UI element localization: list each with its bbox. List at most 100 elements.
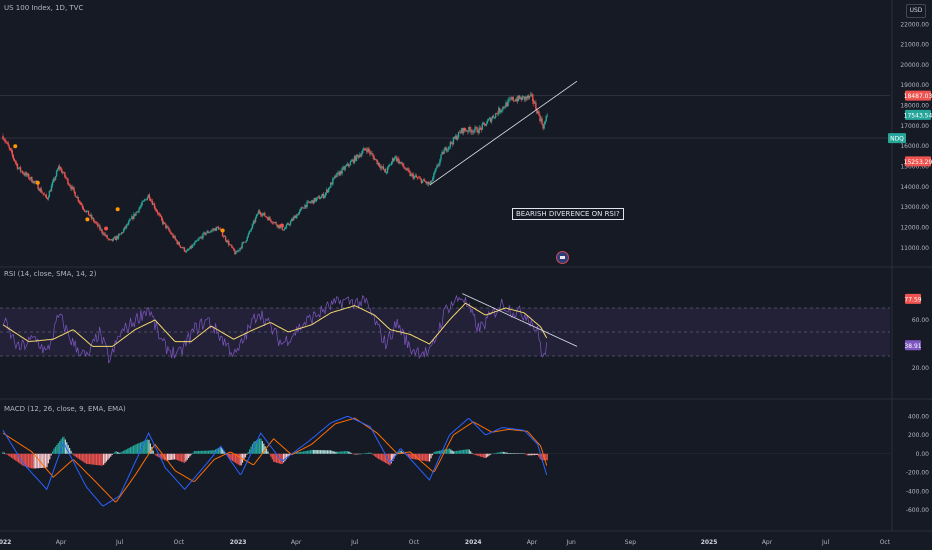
candle-body (474, 127, 476, 131)
candle-body (177, 242, 179, 244)
macd-histogram-bar (474, 453, 476, 455)
candle-body (106, 235, 108, 239)
candle-body (83, 209, 86, 211)
candle-body (317, 196, 320, 198)
macd-histogram-bar (359, 453, 361, 455)
candle-body (49, 191, 52, 192)
candle-body (489, 117, 492, 122)
macd-histogram-bar (273, 453, 275, 462)
macd-histogram-bar (304, 451, 306, 454)
candle-body (363, 148, 365, 151)
annotation-bearish-divergence[interactable]: BEARISH DIVERENCE ON RSI? (512, 208, 624, 220)
candle-body (219, 228, 222, 230)
candle-body (38, 189, 40, 191)
macd-histogram-bar (523, 453, 526, 455)
macd-histogram-bar (105, 453, 108, 462)
candle-body (535, 102, 537, 110)
candle-body (514, 100, 516, 102)
macd-histogram-bar (16, 453, 18, 462)
currency-button[interactable]: USD (906, 4, 926, 18)
macd-histogram-bar (88, 453, 91, 465)
candle-body (273, 222, 275, 224)
macd-histogram-bar (87, 453, 89, 465)
candle-body (165, 223, 167, 228)
macd-histogram-bar (360, 453, 363, 455)
candle-body (118, 234, 121, 236)
macd-histogram-bar (468, 449, 470, 454)
macd-histogram-bar (17, 453, 20, 463)
macd-histogram-bar (258, 438, 261, 454)
candle-body (526, 95, 529, 99)
candle-body (540, 118, 542, 121)
macd-histogram-bar (365, 453, 367, 454)
candle-body (30, 177, 32, 180)
macd-histogram-bar (247, 452, 249, 454)
price-axis-tick: 18000.00 (900, 103, 929, 110)
time-axis-label: 2023 (230, 539, 247, 546)
candle-body (119, 233, 122, 235)
candle-body (525, 96, 528, 99)
macd-histogram-bar (56, 444, 58, 454)
candle-body (387, 165, 390, 168)
macd-histogram-bar (349, 452, 351, 454)
macd-histogram-bar (214, 449, 217, 454)
macd-histogram-bar (81, 453, 83, 462)
candle-body (491, 116, 494, 119)
macd-histogram-bar (149, 443, 151, 454)
candle-body (254, 217, 257, 223)
candle-body (335, 175, 337, 177)
rsi-pane-title[interactable]: RSI (14, close, SMA, 14, 2) (4, 270, 97, 278)
macd-histogram-bar (71, 453, 74, 455)
us-flag-event-icon[interactable] (556, 251, 569, 264)
macd-histogram-bar (342, 451, 344, 454)
candle-body (183, 247, 186, 252)
candle-body (96, 222, 98, 224)
candle-body (283, 228, 286, 231)
macd-histogram-bar (302, 451, 305, 454)
macd-histogram-bar (420, 453, 422, 461)
candle-body (486, 120, 489, 124)
macd-histogram-bar (53, 448, 55, 454)
candle-body (185, 250, 188, 252)
time-axis-label: Oct (880, 539, 891, 546)
candle-body (258, 210, 261, 213)
macd-histogram-bar (29, 453, 31, 468)
candle-body (186, 249, 189, 251)
candle-body (442, 152, 444, 154)
candle-body (308, 201, 310, 203)
candle-body (18, 167, 21, 169)
candle-body (257, 210, 260, 215)
candle-body (164, 222, 166, 224)
candle-body (124, 226, 127, 228)
candle-body (500, 110, 502, 113)
candle-body (174, 236, 176, 240)
candle-body (110, 239, 112, 241)
candle-body (539, 115, 541, 121)
candle-body (181, 247, 184, 249)
candle-body (379, 166, 381, 169)
candle-body (233, 247, 235, 251)
macd-pane-title[interactable]: MACD (12, 26, close, 9, EMA, EMA) (4, 405, 126, 413)
candle-body (469, 127, 471, 130)
candle-body (333, 177, 335, 179)
candle-body (430, 180, 432, 184)
macd-histogram-bar (13, 453, 15, 460)
candle-body (57, 166, 60, 170)
candle-body (541, 118, 543, 125)
macd-histogram-bar (368, 452, 370, 454)
macd-histogram-bar (443, 449, 445, 454)
candle-body (439, 159, 441, 164)
symbol-title[interactable]: US 100 Index, 1D, TVC (4, 4, 84, 12)
macd-histogram-bar (125, 449, 127, 454)
macd-histogram-bar (400, 450, 402, 454)
candle-body (173, 236, 175, 238)
price-axis-tick: 20000.00 (900, 62, 929, 69)
candle-body (533, 101, 535, 104)
price-axis-tick: 11000.00 (900, 245, 929, 252)
candle-body (275, 222, 277, 225)
macd-histogram-bar (219, 447, 221, 454)
macd-histogram-bar (266, 448, 268, 454)
candle-body (2, 136, 4, 140)
macd-histogram-bar (512, 453, 514, 454)
